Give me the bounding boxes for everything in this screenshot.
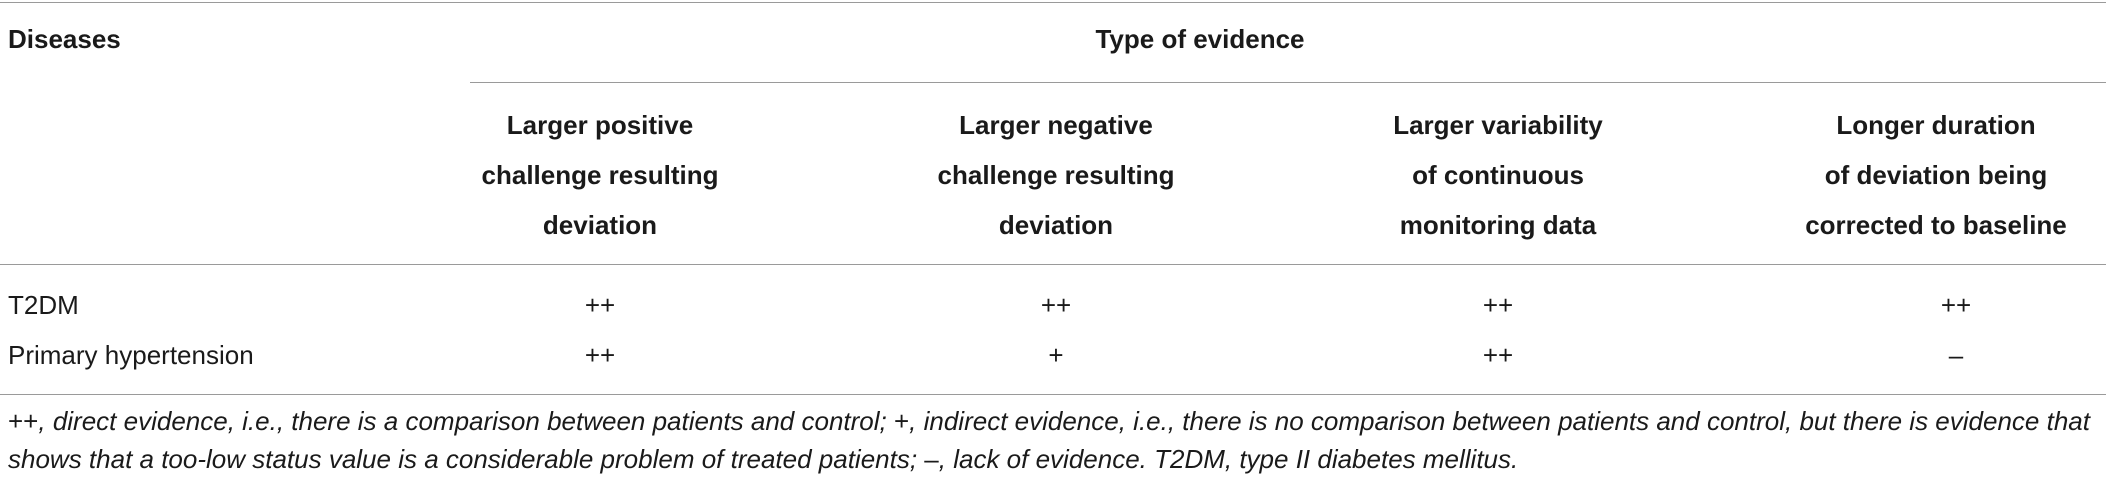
footnote-symbol: –	[924, 444, 939, 474]
table-cell: ++	[1482, 340, 1514, 370]
footnote-symbol: ++	[8, 406, 39, 436]
group-header-rule	[470, 82, 2106, 83]
table-footnote: ++, direct evidence, i.e., there is a co…	[8, 402, 2098, 478]
column-header-line: monitoring data	[1399, 210, 1597, 240]
row-label-t2dm: T2DM	[8, 290, 79, 320]
table-cell: ++	[584, 340, 616, 370]
table-cell: +	[1048, 340, 1064, 370]
header-bottom-rule	[0, 264, 2106, 265]
footnote-text: , direct evidence, i.e., there is a comp…	[38, 406, 894, 436]
column-header-line: Larger variability	[1393, 110, 1603, 140]
group-header-type-of-evidence: Type of evidence	[1095, 24, 1305, 54]
top-rule	[0, 2, 2106, 3]
column-header-variability: Larger variability of continuous monitor…	[1318, 100, 1678, 250]
table-cell: ++	[584, 290, 616, 320]
table-cell: ++	[1482, 290, 1514, 320]
column-header-line: Larger positive	[506, 110, 694, 140]
column-header-positive-challenge: Larger positive challenge resulting devi…	[420, 100, 780, 250]
table-cell: ++	[1940, 290, 1972, 320]
table-cell: ++	[1040, 290, 1072, 320]
column-header-line: Larger negative	[959, 110, 1153, 140]
table-bottom-rule	[0, 394, 2106, 395]
column-header-line: corrected to baseline	[1805, 210, 2067, 240]
row-header-diseases: Diseases	[8, 24, 121, 54]
column-header-line: challenge resulting	[481, 160, 719, 190]
column-header-line: of deviation being	[1824, 160, 2048, 190]
column-header-line: deviation	[542, 210, 658, 240]
column-header-line: deviation	[998, 210, 1114, 240]
footnote-text: , indirect evidence, i.e., there is no c…	[8, 406, 2090, 474]
row-label-primary-hypertension: Primary hypertension	[8, 340, 254, 370]
table-cell: –	[1948, 340, 1964, 370]
footnote-symbol: +	[893, 406, 910, 436]
column-header-line: of continuous	[1412, 160, 1584, 190]
column-header-line: challenge resulting	[937, 160, 1175, 190]
column-header-duration: Longer duration of deviation being corre…	[1766, 100, 2106, 250]
column-header-line: Longer duration	[1836, 110, 2036, 140]
footnote-text: , lack of evidence. T2DM, type II diabet…	[938, 444, 1519, 474]
column-header-negative-challenge: Larger negative challenge resulting devi…	[876, 100, 1236, 250]
